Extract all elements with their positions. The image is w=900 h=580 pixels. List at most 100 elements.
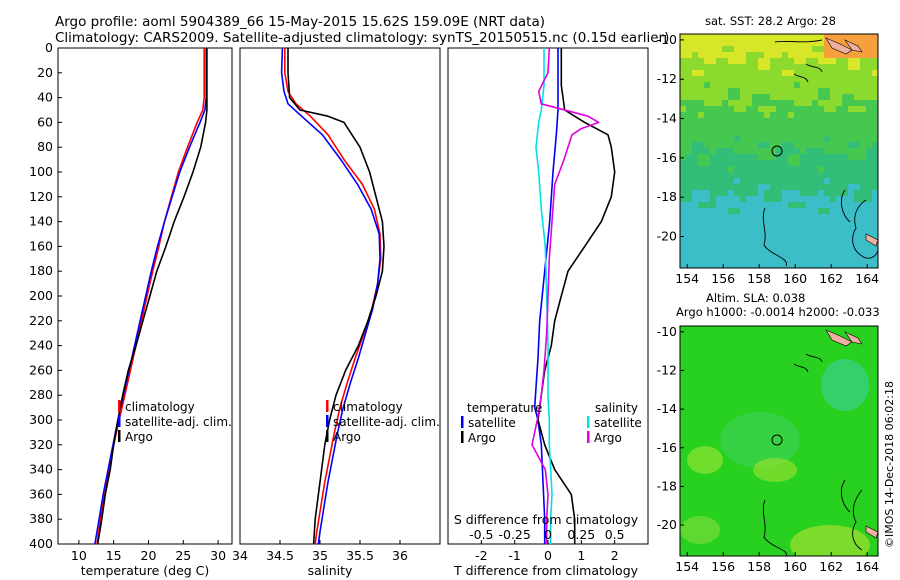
sst-cell <box>782 202 788 208</box>
sst-cell <box>836 130 842 136</box>
sst-cell <box>836 232 842 238</box>
sst-cell <box>680 226 686 232</box>
sst-cell <box>734 214 740 220</box>
sst-cell <box>818 58 824 64</box>
sst-cell <box>740 172 746 178</box>
sst-cell <box>830 238 836 244</box>
map-y-tick-label: -20 <box>657 517 677 532</box>
sst-cell <box>776 46 782 52</box>
sst-cell <box>728 46 734 52</box>
sst-cell <box>806 88 812 94</box>
sst-cell <box>824 214 830 220</box>
sst-cell <box>866 136 872 142</box>
sst-cell <box>806 238 812 244</box>
map-x-tick-label: 158 <box>747 559 771 574</box>
sst-cell <box>776 130 782 136</box>
sst-cell <box>842 106 848 112</box>
temperature-axis-label: temperature (deg C) <box>81 563 210 578</box>
sst-cell <box>866 262 872 268</box>
sst-cell <box>758 124 764 130</box>
sst-cell <box>758 202 764 208</box>
sst-cell <box>788 172 794 178</box>
sst-cell <box>836 160 842 166</box>
sst-cell <box>836 88 842 94</box>
salinity-plot-frame <box>239 47 441 545</box>
sst-cell <box>842 70 848 76</box>
sst-cell <box>854 112 860 118</box>
sst-cell <box>872 166 878 172</box>
sst-cell <box>770 244 776 250</box>
sst-cell <box>842 34 848 40</box>
sst-cell <box>854 124 860 130</box>
sst-cell <box>716 82 722 88</box>
sst-cell <box>704 58 710 64</box>
sst-cell <box>854 232 860 238</box>
sst-cell <box>860 58 866 64</box>
sst-cell <box>770 94 776 100</box>
sst-cell <box>740 34 746 40</box>
sst-cell <box>722 244 728 250</box>
sst-cell <box>824 118 830 124</box>
sst-cell <box>728 100 734 106</box>
sst-cell <box>764 154 770 160</box>
sst-cell <box>872 256 878 262</box>
sst-cell <box>812 256 818 262</box>
legend-label-satellite: satellite-adj. clim. <box>333 415 440 429</box>
temperature-difference-legend: temperature satellite Argo <box>461 401 542 445</box>
sst-cell <box>794 58 800 64</box>
sst-cell <box>848 148 854 154</box>
sst-cell <box>710 262 716 268</box>
sst-cell <box>872 220 878 226</box>
sst-cell <box>734 232 740 238</box>
series-line-argo <box>96 48 208 544</box>
sst-cell <box>764 46 770 52</box>
sst-cell <box>704 154 710 160</box>
t-difference-axis-label: T difference from climatology <box>453 563 639 578</box>
sst-cell <box>830 220 836 226</box>
sst-cell <box>830 226 836 232</box>
legend-label-s-argo: Argo <box>594 431 622 445</box>
sst-cell <box>728 190 734 196</box>
sst-cell <box>722 220 728 226</box>
sst-cell <box>680 148 686 154</box>
sst-cell <box>680 184 686 190</box>
sst-cell <box>806 196 812 202</box>
sst-cell <box>704 160 710 166</box>
sst-cell <box>734 160 740 166</box>
sst-cell <box>740 196 746 202</box>
sst-cell <box>734 82 740 88</box>
sst-cell <box>686 40 692 46</box>
sst-cell <box>728 178 734 184</box>
sst-cell <box>830 208 836 214</box>
sst-cell <box>776 82 782 88</box>
sst-cell <box>752 148 758 154</box>
sst-cell <box>824 196 830 202</box>
sst-cell <box>740 256 746 262</box>
sst-cell <box>854 178 860 184</box>
sst-cell <box>722 142 728 148</box>
sst-cell <box>758 130 764 136</box>
sst-cell <box>740 250 746 256</box>
sla-map-panel: Altim. SLA: 0.038 Argo h1000: -0.0014 h2… <box>657 291 880 574</box>
sst-cell <box>794 76 800 82</box>
sst-cell <box>764 142 770 148</box>
sst-cell <box>794 154 800 160</box>
sst-cell <box>692 226 698 232</box>
sst-cell <box>704 64 710 70</box>
sst-cell <box>830 82 836 88</box>
sst-cell <box>866 100 872 106</box>
sst-cell <box>788 70 794 76</box>
sst-cell <box>752 172 758 178</box>
sst-cell <box>746 118 752 124</box>
sst-cell <box>704 52 710 58</box>
sst-cell <box>692 238 698 244</box>
sst-cell <box>758 70 764 76</box>
sst-cell <box>704 124 710 130</box>
sst-cell <box>848 52 854 58</box>
sst-cell <box>782 88 788 94</box>
sst-cell <box>872 244 878 250</box>
sst-cell <box>794 52 800 58</box>
sst-cell <box>686 208 692 214</box>
sst-cell <box>734 178 740 184</box>
sst-cell <box>794 172 800 178</box>
